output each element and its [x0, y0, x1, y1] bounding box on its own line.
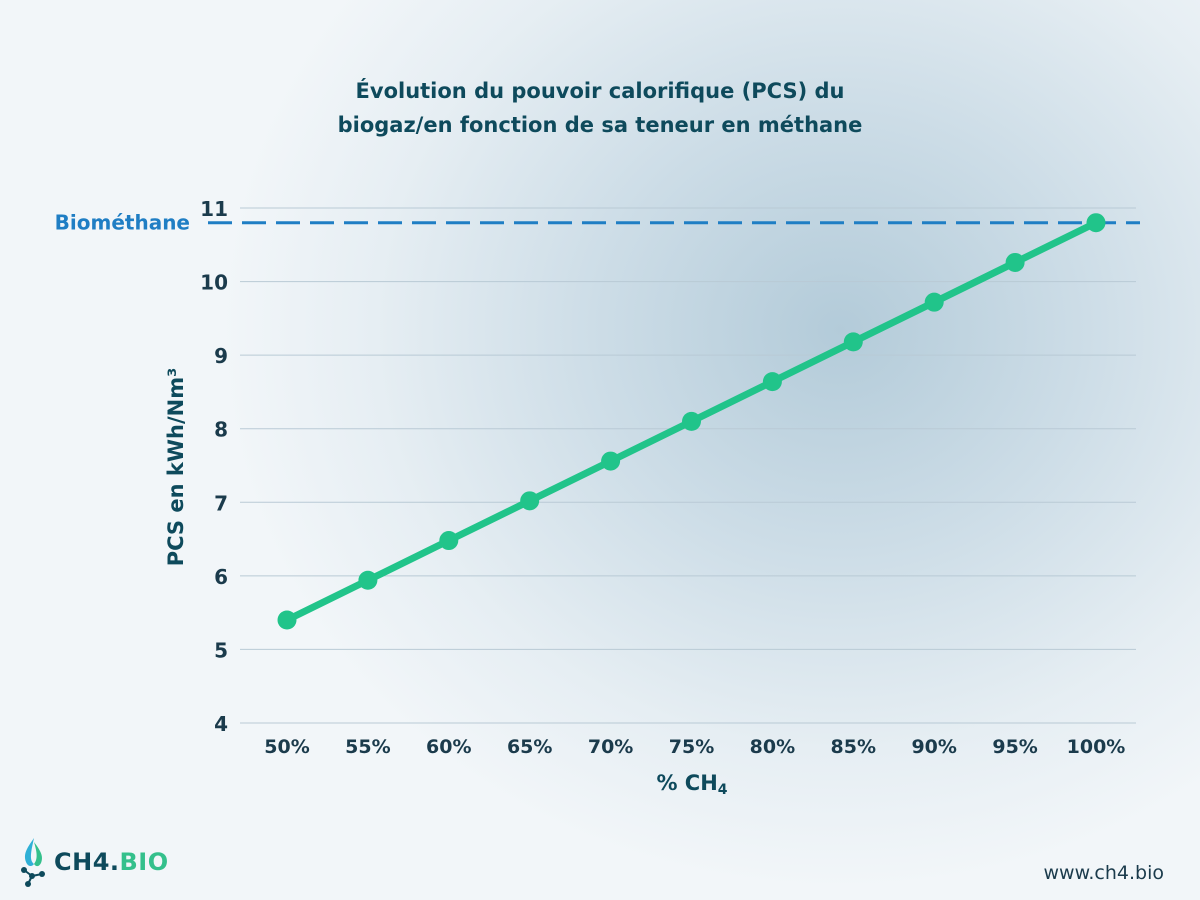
- data-point: [924, 292, 944, 312]
- x-tick-label: 60%: [426, 736, 471, 758]
- data-point: [682, 411, 701, 431]
- y-tick-label: 7: [214, 491, 228, 515]
- data-point: [843, 332, 863, 352]
- y-tick-label: 10: [200, 271, 228, 295]
- x-axis-label-text: % CH: [656, 771, 717, 795]
- chart-title-line-2: biogaz/en fonction de sa teneur en métha…: [337, 113, 863, 137]
- x-tick-label: 50%: [264, 736, 309, 758]
- y-tick-label: 11: [200, 197, 228, 221]
- data-point: [277, 610, 297, 630]
- x-axis-label-subscript: 4: [718, 782, 728, 798]
- chart-title-line-1: Évolution du pouvoir calorifique (PCS) d…: [355, 79, 845, 103]
- y-axis-label: PCS en kWh/Nm³: [164, 368, 188, 567]
- data-point: [1086, 213, 1106, 233]
- x-tick-label: 65%: [507, 736, 552, 758]
- logo-text-main: CH4.: [54, 848, 120, 876]
- series-group: [277, 213, 1106, 630]
- x-tick-label: 100%: [1067, 736, 1126, 758]
- y-tick-label: 4: [214, 712, 228, 736]
- chart-title: Évolution du pouvoir calorifique (PCS) d…: [240, 74, 960, 142]
- data-point: [439, 531, 459, 551]
- data-point: [762, 372, 782, 392]
- x-tick-label: 80%: [750, 736, 795, 758]
- data-point: [1005, 252, 1025, 272]
- y-tick-label: 5: [214, 638, 228, 662]
- x-tick-label: 85%: [831, 736, 876, 758]
- data-point: [520, 491, 540, 511]
- x-axis-ticks: 50% 55% 60% 65% 70% 75% 80% 85% 90% 95% 100%: [264, 736, 1125, 758]
- y-tick-label: 6: [214, 565, 228, 589]
- data-point: [358, 570, 378, 590]
- x-tick-label: 90%: [911, 736, 956, 758]
- y-axis-ticks: 4 5 6 7 8 9 10 11: [200, 197, 228, 736]
- logo-text-accent: BIO: [119, 848, 169, 876]
- reference-line-label: Biométhane: [55, 211, 190, 235]
- x-tick-label: 95%: [992, 736, 1037, 758]
- data-point: [601, 451, 621, 471]
- x-axis-label: % CH4: [656, 771, 727, 798]
- logo-text: CH4.BIO: [54, 848, 169, 876]
- x-tick-label: 70%: [588, 736, 633, 758]
- reference-line-group: Biométhane: [55, 211, 1140, 235]
- flame-molecule-icon: [21, 838, 45, 887]
- y-tick-label: 8: [214, 418, 228, 442]
- grid-lines: [240, 207, 1136, 724]
- y-tick-label: 9: [214, 344, 228, 368]
- x-tick-label: 75%: [669, 736, 714, 758]
- x-tick-label: 55%: [345, 736, 390, 758]
- website-url: www.ch4.bio: [1043, 862, 1165, 884]
- ch4-bio-logo: CH4.BIO: [18, 836, 169, 888]
